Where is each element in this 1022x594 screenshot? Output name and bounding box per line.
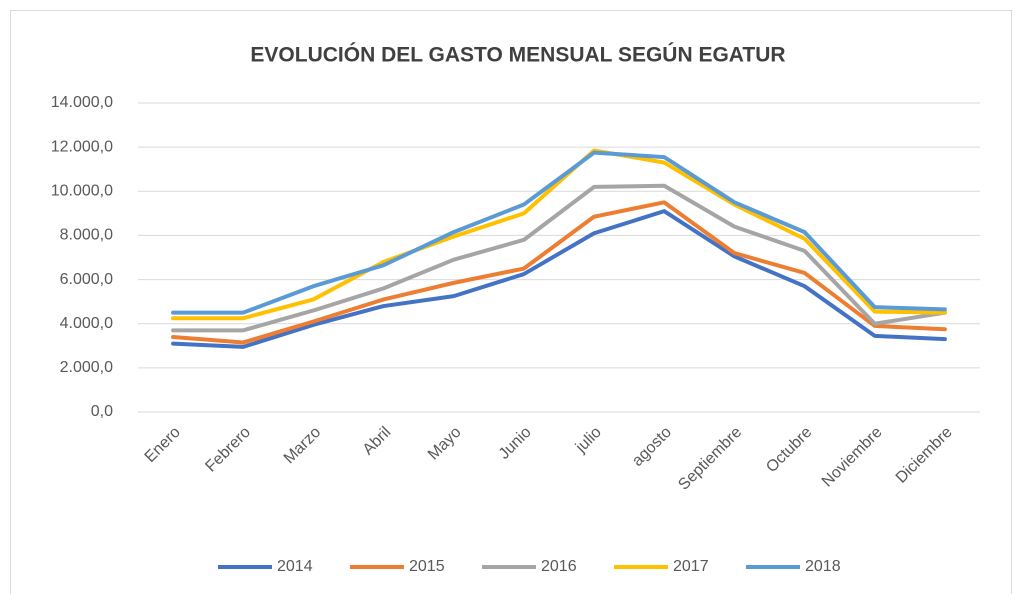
legend-label: 2018: [805, 558, 841, 575]
legend-label: 2015: [409, 558, 445, 575]
legend-label: 2016: [541, 558, 577, 575]
y-tick-label: 6.000,0: [60, 271, 113, 288]
legend-label: 2014: [277, 558, 313, 575]
y-tick-label: 8.000,0: [60, 227, 113, 244]
y-tick-label: 4.000,0: [60, 315, 113, 332]
y-tick-label: 12.000,0: [51, 138, 113, 155]
y-tick-label: 2.000,0: [60, 359, 113, 376]
legend-label: 2017: [673, 558, 709, 575]
chart-border: [10, 10, 1012, 594]
series-line: [171, 150, 947, 315]
chart-title: EVOLUCIÓN DEL GASTO MENSUAL SEGÚN EGATUR: [250, 43, 785, 67]
y-tick-label: 14.000,0: [51, 94, 113, 111]
series-line: [171, 183, 947, 333]
y-tick-label: 10.000,0: [51, 183, 113, 200]
y-tick-label: 0,0: [91, 403, 113, 420]
series-line: [171, 209, 947, 349]
series-line: [171, 148, 947, 321]
series-line: [171, 200, 947, 345]
